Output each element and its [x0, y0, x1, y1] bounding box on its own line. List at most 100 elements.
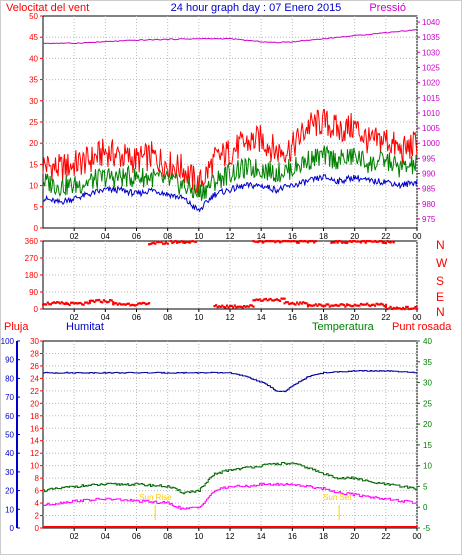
direction-point: [81, 303, 84, 306]
plot3-ytick-humidity-label: 0: [10, 524, 15, 533]
direction-point: [363, 240, 366, 243]
plot3-ytick-temp-label: 25: [423, 399, 432, 408]
direction-point: [373, 304, 377, 307]
direction-point: [411, 307, 414, 310]
direction-point: [43, 303, 46, 306]
direction-point: [227, 306, 230, 309]
plot2-xtick-label: 14: [257, 313, 266, 322]
direction-point: [398, 307, 402, 310]
direction-point: [283, 302, 286, 305]
compass-n-top: N: [436, 238, 445, 252]
direction-point: [102, 299, 105, 302]
direction-point: [186, 240, 190, 243]
compass-n-bottom: N: [436, 305, 445, 319]
direction-point: [347, 240, 350, 243]
plot1-ytick-left-label: 50: [29, 12, 38, 21]
direction-point: [389, 305, 392, 308]
direction-point: [364, 241, 367, 244]
plot1-xtick-label: 10: [194, 232, 203, 241]
direction-point: [257, 240, 260, 244]
direction-point: [104, 300, 107, 303]
direction-point: [384, 305, 387, 308]
direction-point: [182, 241, 185, 244]
direction-point: [255, 240, 258, 243]
direction-point: [129, 304, 132, 307]
direction-point: [355, 240, 358, 243]
plot2-xtick-label: 08: [163, 313, 172, 322]
direction-point: [191, 240, 194, 243]
direction-point: [230, 304, 233, 307]
direction-point: [361, 303, 364, 306]
direction-point: [285, 240, 288, 243]
direction-point: [119, 303, 123, 306]
direction-point: [345, 304, 349, 307]
direction-point: [113, 302, 116, 305]
direction-point: [311, 240, 314, 243]
direction-point: [353, 303, 356, 306]
direction-point: [305, 302, 308, 305]
sunset-label: Sun Set: [323, 493, 352, 502]
plot2-layer: 0 90 180 270 360 02 04 06 08 10 12 14 16 18 20 22 00: [25, 237, 422, 322]
direction-point: [324, 304, 327, 307]
direction-point: [57, 301, 60, 304]
direction-point: [269, 297, 272, 301]
direction-point: [335, 303, 338, 307]
direction-point: [268, 240, 271, 243]
direction-point: [261, 241, 264, 244]
direction-point: [278, 299, 282, 302]
direction-point: [105, 301, 109, 304]
direction-point: [141, 301, 144, 304]
direction-point: [314, 240, 317, 243]
direction-point: [107, 300, 110, 303]
temperature-trace: [43, 462, 418, 495]
direction-point: [383, 241, 386, 244]
direction-point: [82, 303, 85, 306]
direction-point: [283, 240, 286, 243]
plot3-xtick-label: 16: [288, 532, 297, 541]
direction-point: [148, 243, 151, 246]
direction-point: [76, 302, 79, 305]
direction-point: [261, 299, 264, 302]
direction-point: [292, 240, 296, 243]
direction-point: [303, 302, 306, 305]
plot1-layer: 0510152025303540455097598098599099510001…: [29, 12, 440, 241]
direction-point: [71, 301, 74, 304]
direction-point: [260, 299, 263, 302]
direction-point: [384, 303, 387, 306]
direction-point: [347, 303, 350, 306]
direction-point: [341, 303, 344, 306]
direction-point: [266, 240, 269, 243]
direction-point: [264, 240, 267, 243]
direction-point: [160, 241, 163, 244]
direction-point: [291, 302, 294, 305]
direction-point: [389, 241, 392, 244]
direction-point: [381, 303, 384, 306]
plot3-ytick-rain-label: 18: [30, 412, 39, 421]
direction-point: [325, 303, 328, 306]
direction-point: [48, 303, 51, 306]
direction-point: [216, 306, 219, 309]
direction-point: [353, 240, 356, 243]
direction-point: [109, 299, 112, 302]
plot1-xtick-label: 04: [101, 232, 110, 241]
plot1-ytick-left-label: 40: [29, 54, 38, 63]
direction-point: [313, 241, 316, 244]
direction-point: [235, 306, 238, 309]
direction-point: [98, 298, 101, 302]
direction-point: [88, 299, 91, 302]
direction-point: [344, 241, 347, 244]
plot3-ytick-humidity-label: 50: [5, 431, 14, 440]
direction-point: [306, 241, 310, 244]
direction-point: [350, 240, 353, 243]
direction-point: [112, 301, 115, 304]
direction-point: [275, 298, 278, 301]
direction-point: [266, 299, 269, 302]
plot2-xtick-label: 12: [226, 313, 235, 322]
direction-point: [137, 302, 140, 305]
direction-point: [414, 305, 417, 309]
direction-point: [225, 304, 229, 307]
direction-point: [91, 299, 95, 302]
direction-point: [331, 304, 335, 307]
direction-point: [310, 240, 313, 243]
